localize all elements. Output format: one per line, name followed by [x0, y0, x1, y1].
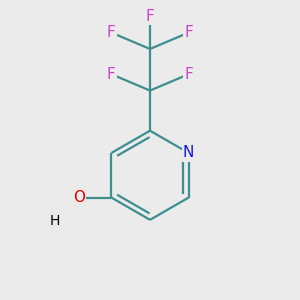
Text: O: O: [73, 190, 85, 205]
Text: F: F: [146, 9, 154, 24]
Text: F: F: [184, 25, 193, 40]
Text: H: H: [50, 214, 60, 228]
Text: F: F: [184, 67, 193, 82]
Text: F: F: [107, 67, 116, 82]
Text: F: F: [107, 25, 116, 40]
Text: N: N: [183, 146, 194, 160]
